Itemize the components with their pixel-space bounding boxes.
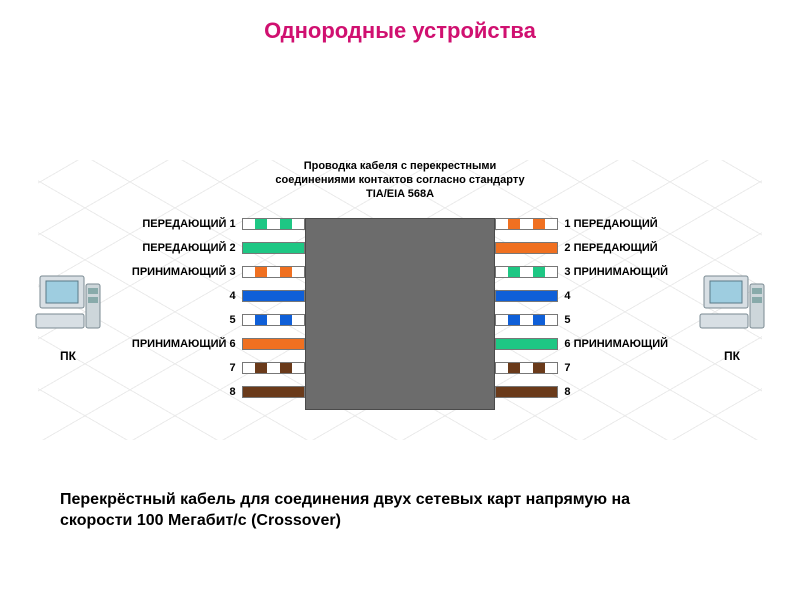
pin-label-left: ПРИНИМАЮЩИЙ 6 [124,338,242,350]
wire-rows: ПЕРЕДАЮЩИЙ 1 1 ПЕРЕДАЮЩИЙ ПЕРЕДАЮЩИЙ 2 2 ПЕ… [124,218,676,410]
wire-row: 77 [124,362,676,374]
wire-strip-right [495,242,559,254]
wire-strip-right [495,266,559,278]
wire-strip-left [242,266,306,278]
pin-label-right: 1 ПЕРЕДАЮЩИЙ [558,218,676,230]
pin-label-right: 4 [558,290,676,302]
diagram-caption: Перекрёстный кабель для соединения двух … [60,490,700,532]
wire-strip-left [242,362,306,374]
wire-row: ПРИНИМАЮЩИЙ 3 3 ПРИНИМАЮЩИЙ [124,266,676,278]
pin-label-right: 8 [558,386,676,398]
pc-right-label: ПК [692,349,772,363]
wire-strip-right [495,338,559,350]
wire-strip-left [242,242,306,254]
computer-icon [28,270,108,340]
pin-label-left: ПЕРЕДАЮЩИЙ 1 [124,218,242,230]
computer-icon [692,270,772,340]
pin-label-left: 8 [124,386,242,398]
wire-strip-right [495,290,559,302]
wire-row: ПЕРЕДАЮЩИЙ 2 2 ПЕРЕДАЮЩИЙ [124,242,676,254]
pin-label-right: 3 ПРИНИМАЮЩИЙ [558,266,676,278]
pc-right: ПК [692,270,772,363]
crossover-diagram: Проводка кабеля с перекрестными соединен… [38,160,762,440]
pin-label-left: ПЕРЕДАЮЩИЙ 2 [124,242,242,254]
pin-label-left: 7 [124,362,242,374]
diagram-subtitle: Проводка кабеля с перекрестными соединен… [270,160,530,201]
pc-left-label: ПК [28,349,108,363]
pin-label-left: ПРИНИМАЮЩИЙ 3 [124,266,242,278]
wire-strip-left [242,314,306,326]
pin-label-right: 7 [558,362,676,374]
wire-row: 88 [124,386,676,398]
wire-row: ПРИНИМАЮЩИЙ 6 6 ПРИНИМАЮЩИЙ [124,338,676,350]
wire-row: ПЕРЕДАЮЩИЙ 1 1 ПЕРЕДАЮЩИЙ [124,218,676,230]
page-title: Однородные устройства [0,0,800,44]
wire-strip-right [495,218,559,230]
wire-strip-left [242,218,306,230]
pin-label-right: 5 [558,314,676,326]
pin-label-right: 2 ПЕРЕДАЮЩИЙ [558,242,676,254]
pin-label-left: 5 [124,314,242,326]
wire-row: 44 [124,290,676,302]
wire-strip-left [242,386,306,398]
wire-strip-left [242,290,306,302]
wire-strip-left [242,338,306,350]
pin-label-right: 6 ПРИНИМАЮЩИЙ [558,338,676,350]
pin-label-left: 4 [124,290,242,302]
wire-strip-right [495,314,559,326]
wire-strip-right [495,386,559,398]
pc-left: ПК [28,270,108,363]
wire-strip-right [495,362,559,374]
wire-row: 55 [124,314,676,326]
